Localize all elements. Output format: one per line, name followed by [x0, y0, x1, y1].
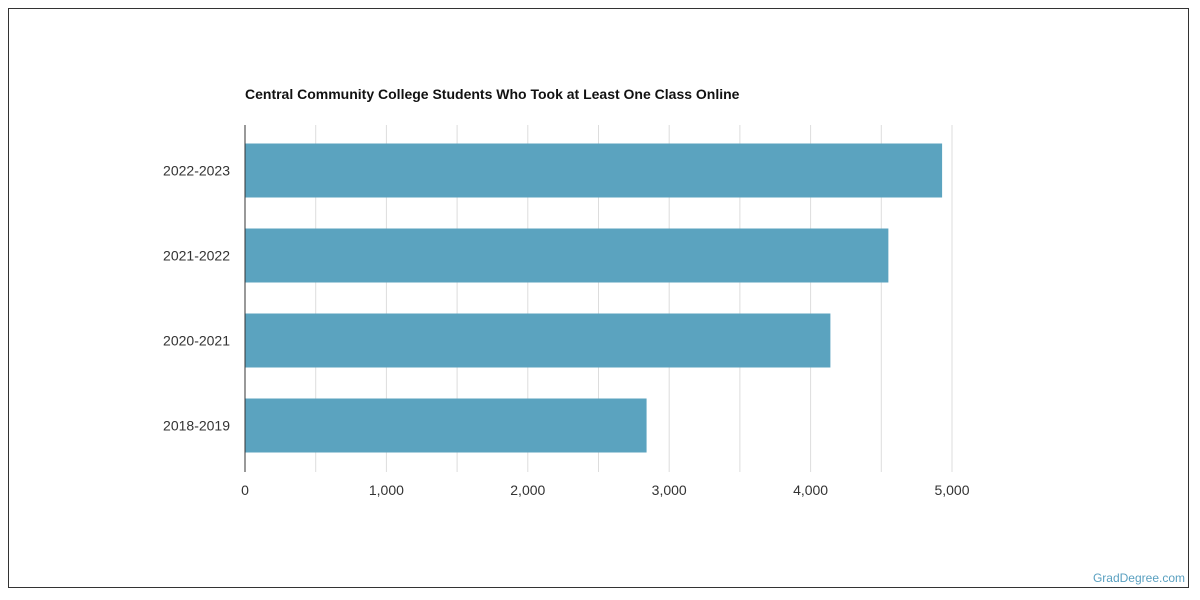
bar-2018-2019 [245, 398, 647, 453]
bar-2022-2023 [245, 143, 943, 198]
chart-title: Central Community College Students Who T… [245, 86, 740, 102]
bar-2021-2022 [245, 228, 889, 283]
x-tick-labels: 0 1,000 2,000 3,000 4,000 5,000 [241, 482, 970, 498]
x-tick-label: 3,000 [652, 482, 687, 498]
category-label: 2022-2023 [163, 163, 230, 179]
category-label: 2018-2019 [163, 418, 230, 434]
bars [245, 143, 943, 453]
watermark: GradDegree.com [1093, 571, 1185, 585]
category-label: 2021-2022 [163, 248, 230, 264]
x-tick-label: 1,000 [369, 482, 404, 498]
x-tick-label: 5,000 [934, 482, 969, 498]
x-tick-label: 2,000 [510, 482, 545, 498]
x-tick-label: 4,000 [793, 482, 828, 498]
category-label: 2020-2021 [163, 333, 230, 349]
x-tick-label: 0 [241, 482, 249, 498]
bar-2020-2021 [245, 313, 831, 368]
category-labels: 2022-2023 2021-2022 2020-2021 2018-2019 [163, 163, 230, 434]
